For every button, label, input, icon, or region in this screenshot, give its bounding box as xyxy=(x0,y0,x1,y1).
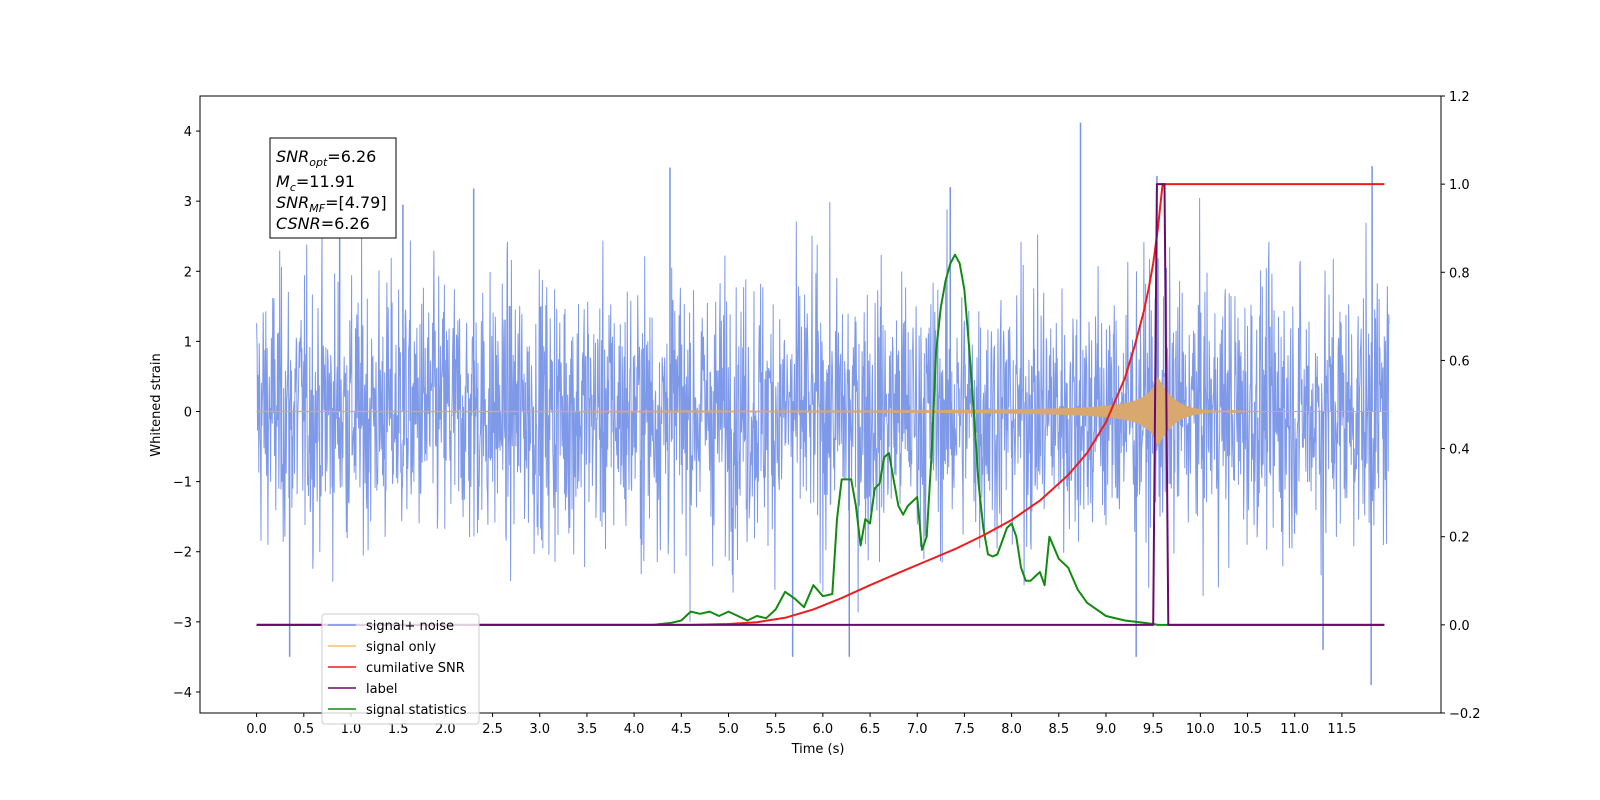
signal-noise-series xyxy=(256,122,1390,685)
x-tick-label: 11.5 xyxy=(1327,722,1356,737)
x-tick-label: 10.0 xyxy=(1186,722,1215,737)
label-line xyxy=(256,183,1385,626)
plot-frame xyxy=(199,95,1442,714)
x-tick-label: 9.5 xyxy=(1143,722,1164,737)
x-tick-label: 11.0 xyxy=(1280,722,1309,737)
x-tick-label: 5.5 xyxy=(765,722,786,737)
x-tick-label: 8.0 xyxy=(1001,722,1022,737)
info-box-frame xyxy=(269,137,397,239)
x-axis-label: Time (s) xyxy=(791,742,845,757)
x-tick-label: 0.0 xyxy=(246,722,267,737)
y2-tick-label: −0.2 xyxy=(1449,707,1481,722)
signal-only-series xyxy=(256,376,1390,447)
y-tick-label: −4 xyxy=(173,686,192,701)
x-tick-label: 6.5 xyxy=(860,722,881,737)
y-tick-label: −1 xyxy=(173,476,192,491)
x-tick-label: 0.5 xyxy=(293,722,314,737)
x-tick-label: 10.5 xyxy=(1233,722,1262,737)
x-tick-label: 6.0 xyxy=(813,722,834,737)
y-tick-label: 3 xyxy=(184,195,192,210)
y2-tick-label: 0.2 xyxy=(1449,531,1470,546)
signal-statistics-line xyxy=(256,253,1385,626)
y-tick-label: 0 xyxy=(184,406,192,421)
info-box: SNRopt=6.26 Mc=11.91 SNRMF=[4.79] CSNR=6… xyxy=(269,137,397,239)
legend-frame xyxy=(321,613,480,725)
signal-only-line xyxy=(256,376,1390,447)
y2-tick-label: 0.6 xyxy=(1449,354,1470,369)
info-snr-opt: SNRopt=6.26 xyxy=(276,147,376,169)
x-tick-label: 7.5 xyxy=(954,722,975,737)
legend-label-signal-noise: signal+ noise xyxy=(366,619,454,634)
x-axis: 0.0 0.5 1.0 1.5 2.0 2.5 3.0 3.5 4.0 4.5 5.0 5.5 6.0 6… xyxy=(246,713,1356,737)
y-tick-label: 4 xyxy=(184,125,192,140)
x-tick-label: 2.0 xyxy=(435,722,456,737)
y2-tick-label: 1.0 xyxy=(1449,178,1470,193)
y-tick-label: 2 xyxy=(184,265,192,280)
x-tick-label: 3.0 xyxy=(529,722,550,737)
info-snr-mf: SNRMF=[4.79] xyxy=(276,193,387,215)
y-tick-label: 1 xyxy=(184,335,192,350)
y2-tick-label: 1.2 xyxy=(1449,90,1470,105)
legend-label-signal-only: signal only xyxy=(366,640,436,655)
y-axis-label: Whitened strain xyxy=(149,353,164,456)
y-tick-label: −3 xyxy=(173,616,192,631)
cumulative-snr-line xyxy=(256,183,1385,626)
x-tick-label: 9.0 xyxy=(1096,722,1117,737)
y2-tick-label: 0.4 xyxy=(1449,443,1470,458)
x-tick-label: 8.5 xyxy=(1048,722,1069,737)
x-tick-label: 2.5 xyxy=(482,722,503,737)
y-axis: 4 3 2 1 0 −1 −2 −3 −4 xyxy=(173,125,200,701)
info-mc: Mc=11.91 xyxy=(276,172,355,194)
y2-tick-label: 0.0 xyxy=(1449,619,1470,634)
x-tick-label: 7.0 xyxy=(907,722,928,737)
y2-tick-label: 0.8 xyxy=(1449,266,1470,281)
line-series-group xyxy=(256,183,1385,626)
legend-label-cumulative-snr: cumilative SNR xyxy=(366,661,465,676)
x-tick-label: 1.0 xyxy=(341,722,362,737)
x-tick-label: 4.0 xyxy=(624,722,645,737)
y2-axis: 1.2 1.0 0.8 0.6 0.4 0.2 0.0 −0.2 xyxy=(1441,90,1481,722)
legend-label-label: label xyxy=(366,682,397,697)
x-tick-label: 5.0 xyxy=(718,722,739,737)
y-tick-label: −2 xyxy=(173,546,192,561)
legend: signal+ noise signal only cumilative SNR… xyxy=(321,613,480,725)
x-tick-label: 4.5 xyxy=(671,722,692,737)
signal-noise-line xyxy=(256,197,1390,622)
x-tick-label: 3.5 xyxy=(577,722,598,737)
x-tick-label: 1.5 xyxy=(388,722,409,737)
info-csnr: CSNR=6.26 xyxy=(276,214,370,233)
legend-label-signal-statistics: signal statistics xyxy=(366,703,467,718)
